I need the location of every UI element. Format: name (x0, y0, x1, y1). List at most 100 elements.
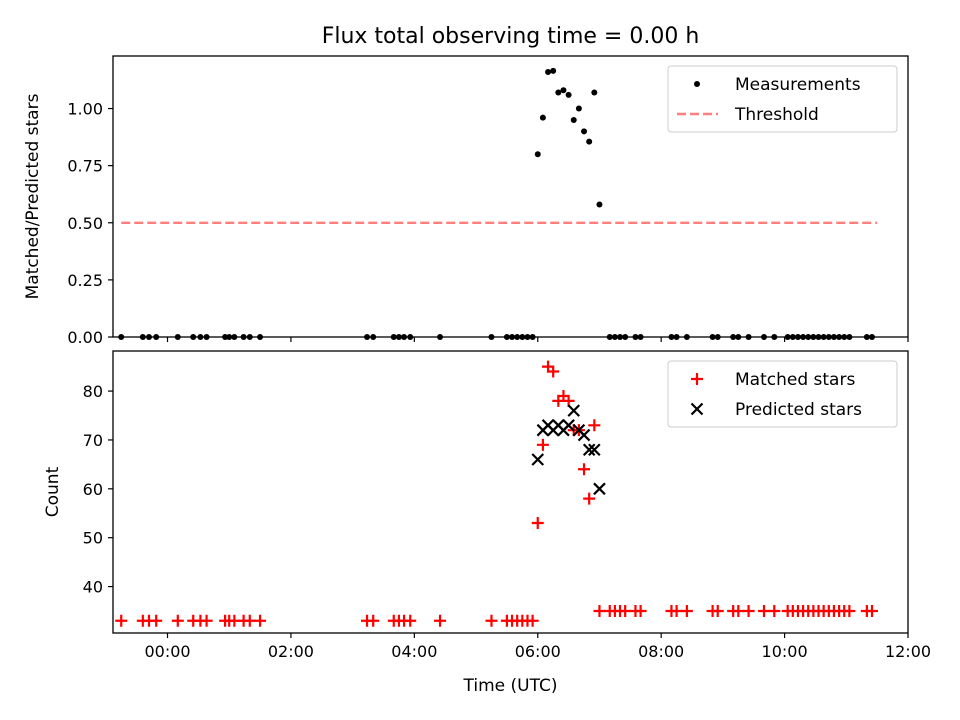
data-point-matched (670, 605, 683, 618)
data-point-measurement (514, 334, 521, 340)
x-tick-label: 08:00 (638, 642, 684, 661)
data-point-predicted (567, 404, 581, 417)
data-point-measurement (370, 334, 377, 340)
data-point-measurement (390, 334, 397, 340)
data-point-measurement (407, 334, 414, 340)
data-point-matched (243, 614, 256, 627)
data-point-measurement (145, 334, 152, 340)
data-point-measurement (836, 334, 843, 340)
data-point-measurement (800, 334, 807, 340)
data-point-measurement (632, 334, 639, 340)
data-point-predicted (588, 443, 601, 457)
data-point-measurement (794, 334, 801, 340)
data-point-measurement (570, 116, 577, 123)
data-point-measurement (560, 87, 567, 94)
data-point-measurement (606, 334, 613, 340)
data-point-measurement (203, 334, 210, 340)
legend-marker-x (690, 402, 704, 416)
legend-box (667, 65, 898, 133)
data-point-measurement (730, 334, 737, 340)
data-point-matched (619, 605, 632, 618)
legend: Matched stars Predicted stars (667, 360, 898, 428)
data-point-matched (588, 419, 601, 432)
data-point-measurement (784, 334, 791, 340)
data-point-measurement (437, 334, 444, 340)
legend-label: Matched stars (735, 370, 855, 390)
data-point-matched (758, 605, 771, 618)
data-point-matched (434, 614, 447, 627)
y-tick-label: 0.75 (67, 157, 103, 176)
data-point-measurement (401, 334, 408, 340)
y-tick-label: 60 (83, 480, 103, 499)
data-point-measurement (846, 334, 853, 340)
series-measurements (118, 67, 876, 340)
data-point-measurement (565, 91, 572, 98)
series-matched-stars (115, 360, 879, 627)
legend: Measurements Threshold (667, 65, 898, 133)
data-point-measurement (524, 334, 531, 340)
data-point-matched (547, 365, 560, 378)
data-point-measurement (509, 334, 516, 340)
data-point-measurement (153, 334, 160, 340)
data-point-measurement (226, 334, 233, 340)
data-point-measurement (810, 334, 817, 340)
data-point-measurement (611, 334, 618, 340)
data-point-measurement (539, 114, 546, 121)
data-point-measurement (841, 334, 848, 340)
chart-panel-2: 40 50 60 70 80 Count 00:00 02:00 04:00 06:00 08:00… (43, 350, 931, 696)
data-point-predicted (593, 482, 606, 496)
chart-title: Flux total observing time = 0.00 h (322, 24, 700, 49)
data-point-matched (115, 614, 128, 627)
data-point-matched (742, 605, 755, 618)
data-point-matched (578, 463, 591, 476)
data-point-matched (768, 605, 781, 618)
data-point-measurement (596, 201, 603, 208)
data-point-measurement (550, 67, 557, 74)
data-point-matched (150, 614, 163, 627)
legend-label: Threshold (734, 105, 819, 125)
legend-marker-plus (691, 373, 703, 385)
data-point-measurement (617, 334, 624, 340)
data-point-measurement (586, 138, 593, 145)
legend-label: Measurements (735, 75, 861, 95)
x-tick-label: 12:00 (885, 642, 931, 661)
data-point-measurement (771, 334, 778, 340)
y-tick-label: 1.00 (67, 100, 103, 119)
data-point-measurement (139, 334, 146, 340)
data-point-matched (485, 614, 498, 627)
data-point-measurement (395, 334, 402, 340)
data-point-matched (367, 614, 380, 627)
data-point-measurement (637, 334, 644, 340)
data-point-measurement (591, 89, 598, 96)
data-point-measurement (503, 334, 510, 340)
data-point-measurement (581, 128, 588, 135)
data-point-matched (254, 614, 267, 627)
x-tick-label: 02:00 (268, 642, 314, 661)
data-point-measurement (240, 334, 247, 340)
data-point-measurement (622, 334, 629, 340)
data-point-matched (536, 438, 549, 451)
data-point-matched (634, 605, 647, 618)
data-point-measurement (174, 334, 181, 340)
chart-panel-1: 0.00 0.25 0.50 0.75 1.00 Matched/Predicted st… (23, 55, 909, 347)
data-point-matched (583, 492, 596, 505)
x-tick-label: 10:00 (762, 642, 808, 661)
y-axis-label: Matched/Predicted stars (23, 93, 43, 299)
data-point-measurement (575, 105, 582, 112)
data-point-measurement (863, 334, 870, 340)
data-point-measurement (545, 68, 552, 75)
data-point-measurement (257, 334, 264, 340)
y-tick-label: 80 (83, 382, 103, 401)
data-point-measurement (825, 334, 832, 340)
data-point-matched (680, 605, 693, 618)
data-point-measurement (869, 334, 876, 340)
data-point-measurement (709, 334, 716, 340)
legend-label: Predicted stars (735, 400, 862, 420)
data-point-measurement (714, 334, 721, 340)
data-point-measurement (364, 334, 371, 340)
data-point-measurement (735, 334, 742, 340)
data-point-measurement (231, 334, 238, 340)
data-point-matched (171, 614, 184, 627)
data-point-measurement (745, 334, 752, 340)
